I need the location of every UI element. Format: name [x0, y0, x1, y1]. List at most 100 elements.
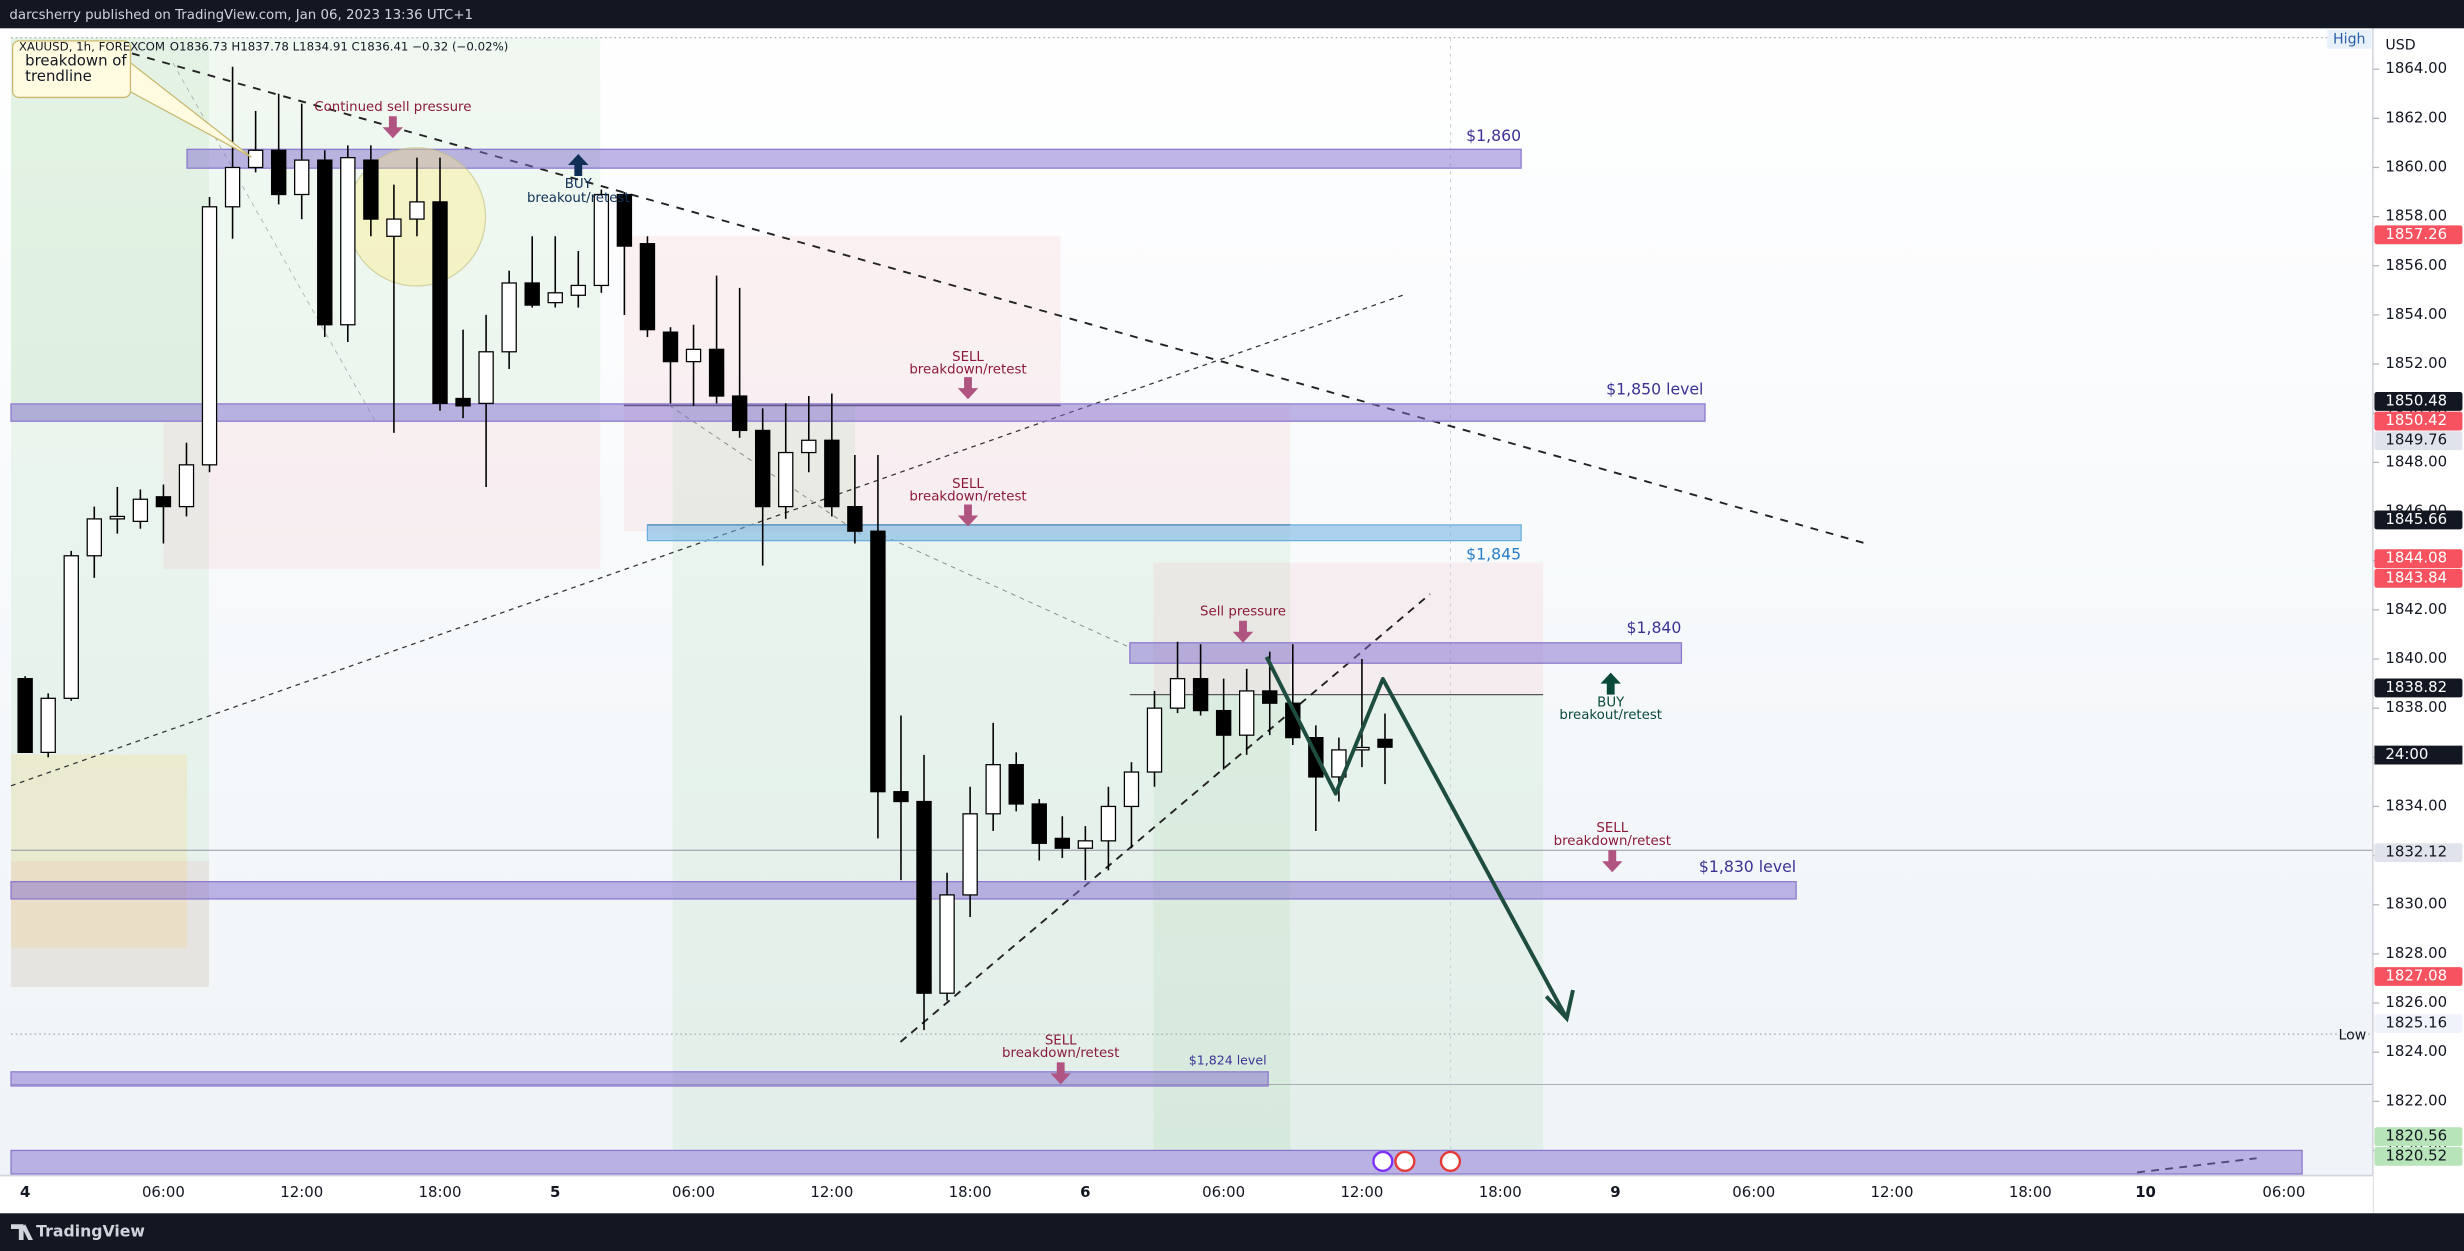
- ohlc: O1836.73 H1837.78 L1834.91 C1836.41 −0.3…: [170, 40, 509, 54]
- price-label-chip: [2374, 392, 2463, 411]
- candle-body: [893, 791, 909, 803]
- zone: [10, 1071, 1269, 1087]
- candle-body: [662, 331, 679, 363]
- candle-body: [155, 496, 172, 508]
- candle-body: [870, 530, 886, 793]
- x-tick-label: 12:00: [810, 1183, 853, 1201]
- candle-body: [939, 894, 955, 994]
- candle-body: [593, 193, 610, 287]
- zone-label: $1,860: [1466, 126, 1521, 145]
- x-tick-label: 5: [550, 1183, 560, 1201]
- price-label-chip: [2374, 843, 2463, 863]
- price-label-chip: [2374, 225, 2463, 245]
- candle-body: [294, 159, 310, 196]
- countdown-chip: [2374, 745, 2463, 765]
- annotation-title: SELL: [1045, 1033, 1077, 1048]
- annotation-arrow: [568, 154, 589, 177]
- shade-box: [672, 405, 855, 1151]
- callout-box: [11, 40, 132, 99]
- price-label: 1838.82: [2385, 678, 2447, 696]
- forecast-path: [1264, 656, 1569, 1020]
- candle-body: [1354, 746, 1370, 751]
- x-tick-label: 12:00: [1871, 1183, 1914, 1201]
- zone: [186, 148, 1522, 169]
- annotation-text: breakout/retest: [1559, 708, 1662, 723]
- x-tick-label: 12:00: [1340, 1183, 1383, 1201]
- time-axis: [0, 1175, 2373, 1214]
- annotation-text: Continued sell pressure: [314, 100, 471, 115]
- candle-body: [1123, 771, 1140, 808]
- candle-body: [40, 697, 56, 754]
- y-tick-label: 1830.00: [2385, 895, 2447, 913]
- y-tick-label: 1856.00: [2385, 256, 2447, 274]
- price-label: 1845.66: [2385, 510, 2447, 528]
- price-label-chip: [2374, 1127, 2463, 1147]
- y-tick-label: 1842.00: [2385, 600, 2447, 618]
- candle-body: [731, 395, 748, 432]
- candle-body: [17, 678, 33, 754]
- candle-body: [501, 282, 517, 353]
- candle-body: [201, 206, 218, 466]
- price-label: 1844.08: [2385, 549, 2447, 567]
- y-tick-label: 1852.00: [2385, 354, 2447, 372]
- x-tick-label: 06:00: [672, 1183, 715, 1201]
- publisher: darcsherry published on TradingView.com,…: [9, 8, 473, 23]
- event-icon: [1372, 1150, 1394, 1173]
- candle-body: [1031, 803, 1047, 844]
- zone: [646, 524, 1522, 542]
- x-tick-label: 18:00: [2009, 1183, 2052, 1201]
- candle-body: [1331, 749, 1347, 778]
- y-tick-label: 1860.00: [2385, 157, 2447, 175]
- zone: [10, 403, 1706, 422]
- candle-body: [1215, 709, 1232, 736]
- candle-body: [847, 505, 863, 532]
- x-tick-label: 18:00: [1479, 1183, 1522, 1201]
- annotation-arrow: [1232, 620, 1254, 643]
- zone: [10, 881, 1797, 900]
- y-tick-label: 1864.00: [2385, 59, 2447, 77]
- annotation-text: breakout/retest: [527, 191, 630, 206]
- x-tick-label: 06:00: [142, 1183, 185, 1201]
- price-label: 1843.84: [2385, 568, 2447, 586]
- annotation-title: SELL: [952, 477, 984, 492]
- shade-box: [11, 37, 209, 987]
- x-tick-label: 4: [20, 1183, 30, 1201]
- annotation-arrow: [1600, 672, 1621, 695]
- candle-body: [1077, 840, 1094, 849]
- candle-body: [1238, 690, 1255, 736]
- candle-body: [708, 348, 725, 397]
- x-tick-label: 6: [1080, 1183, 1090, 1201]
- y-tick-label: 1848.00: [2385, 452, 2447, 470]
- candle-body: [109, 515, 126, 520]
- y-tick-label: 1834.00: [2385, 796, 2447, 814]
- x-tick-label: 06:00: [1732, 1183, 1775, 1201]
- annotation-text: breakdown/retest: [909, 362, 1026, 377]
- drawing-line: [131, 52, 1868, 545]
- annotation-title: BUY: [565, 177, 593, 192]
- zone: [10, 1149, 2303, 1175]
- x-tick-label: 06:00: [2262, 1183, 2305, 1201]
- candle-body: [962, 813, 978, 896]
- candle-body: [247, 149, 264, 169]
- candle-body: [363, 159, 379, 220]
- event-icon: [1394, 1150, 1416, 1173]
- price-label: 1825.16: [2385, 1014, 2447, 1032]
- footer-bar: [0, 1213, 2464, 1251]
- price-label: 1820.52: [2385, 1146, 2447, 1164]
- candle-body: [132, 498, 149, 522]
- annotation-arrow: [1602, 850, 1623, 873]
- shade-box: [11, 754, 187, 948]
- candle-body: [1054, 837, 1071, 849]
- high-tag: [2327, 29, 2372, 49]
- price-label-chip: [2374, 549, 2463, 569]
- candle-body: [916, 800, 932, 994]
- shade-box: [1153, 562, 1544, 695]
- candle-body: [63, 555, 79, 699]
- annotation-title: SELL: [952, 350, 984, 365]
- drawing-line: [899, 593, 1431, 1043]
- candle-body: [455, 397, 471, 407]
- x-tick-label: 12:00: [280, 1183, 323, 1201]
- footer-brand: TradingView: [36, 1222, 145, 1241]
